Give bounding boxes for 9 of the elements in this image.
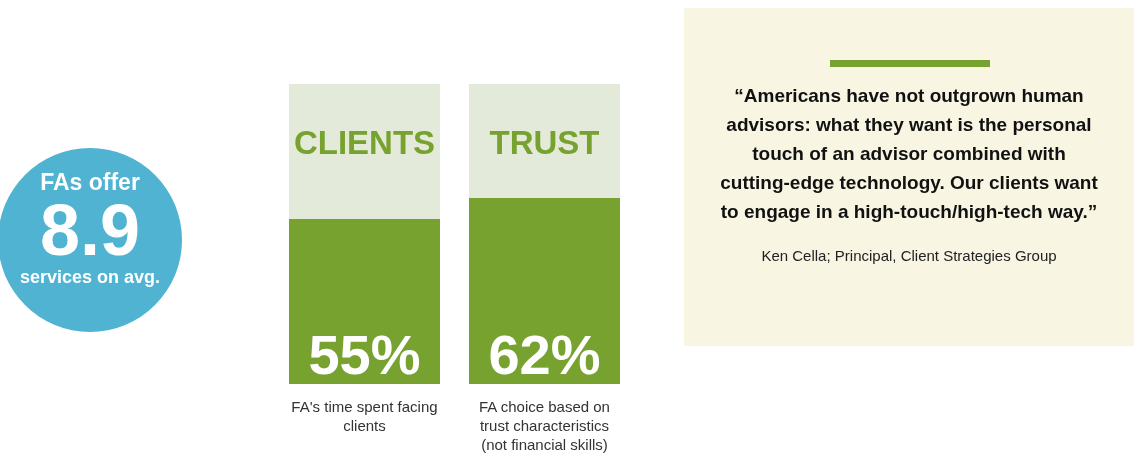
data-label: 62% <box>488 323 601 386</box>
annotation: CLIENTS <box>293 124 436 161</box>
data-label: 55% <box>308 323 421 386</box>
annotation: TRUST <box>489 124 600 161</box>
x-tick-label: FA's time spent facing clients <box>291 398 438 434</box>
text: “Americans have not outgrown human advisors: what they want is the personal touch of an advisor combined with cutting-edge technology. Our clients want to engage in a high-touch/high-tech way.” <box>720 85 1099 222</box>
text: services on avg. <box>19 267 161 287</box>
text: Ken Cella; Principal, Client Strategies Group <box>761 247 1057 264</box>
x-tick-label: FA choice based on trust characteristics (not financial skills) <box>479 398 610 453</box>
